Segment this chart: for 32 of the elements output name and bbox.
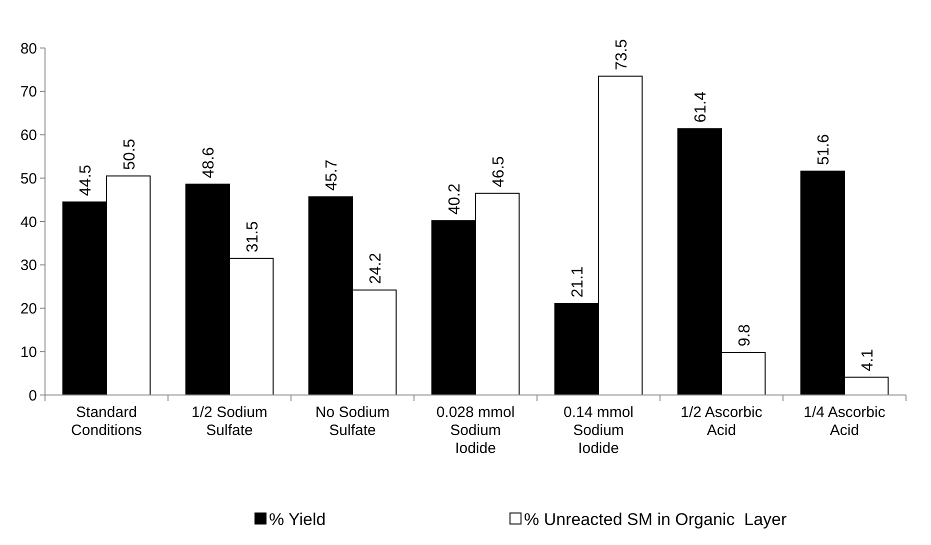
x-tick-label: 0.028 mmol Sodium Iodide — [436, 404, 515, 457]
data-label: 46.5 — [490, 156, 508, 188]
y-tick-label: 50 — [20, 170, 37, 188]
y-tick-label: 80 — [20, 40, 37, 58]
legend-label: % Unreacted SM in Organic Layer — [524, 510, 788, 529]
data-label: 9.8 — [736, 324, 754, 346]
x-tick-label: Standard Conditions — [71, 404, 142, 439]
y-tick-label: 10 — [20, 344, 37, 361]
data-label: 4.1 — [859, 348, 876, 372]
data-label: 50.5 — [121, 138, 138, 170]
data-label: 48.6 — [200, 146, 218, 178]
y-tick-label: 30 — [20, 257, 37, 274]
data-label: 24.2 — [367, 252, 384, 284]
y-tick-label: 40 — [20, 214, 37, 231]
legend-label: % Yield — [269, 510, 326, 529]
x-tick-label: 1/4 Ascorbic Acid — [804, 404, 886, 439]
data-label: 44.5 — [78, 164, 95, 196]
data-label: 61.4 — [692, 91, 710, 123]
data-label: 45.7 — [324, 160, 341, 191]
y-tick-label: 20 — [20, 300, 37, 318]
y-tick-label: 70 — [20, 84, 37, 101]
x-tick-label: 1/2 Sodium Sulfate — [192, 404, 268, 439]
data-label: 73.5 — [613, 38, 630, 70]
data-label: 21.1 — [570, 266, 587, 298]
x-tick-label: 0.14 mmol Sodium Iodide — [563, 404, 634, 457]
y-tick-label: 60 — [20, 127, 37, 144]
x-tick-label: No Sodium Sulfate — [315, 404, 390, 439]
data-label: 31.5 — [244, 221, 262, 252]
y-tick-label: 0 — [28, 387, 37, 404]
data-label: 51.6 — [816, 134, 833, 166]
x-tick-label: 1/2 Ascorbic Acid — [680, 404, 763, 439]
data-label: 40.2 — [446, 183, 464, 215]
